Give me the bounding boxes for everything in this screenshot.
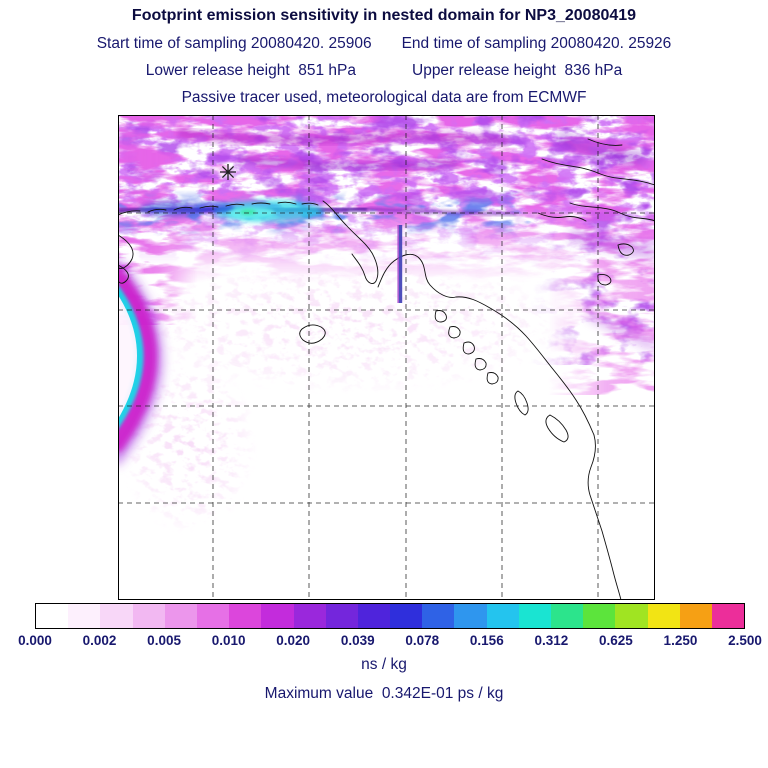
coastline-west-coast [587,434,622,600]
coastline-alaska-mainland [322,200,379,284]
colorbar-segment [615,604,648,628]
colorbar-segment [196,604,230,628]
colorbar-segment [711,604,745,628]
max-value-label: Maximum value 0.342E-01 ps / kg [264,685,504,702]
island-haida-gwaii [514,390,529,416]
tracer-info-text: Passive tracer used, meteorological data… [181,89,587,106]
islands-alexander-archipelago [434,310,499,385]
colorbar-segment [583,604,616,628]
colorbar-segment [551,604,584,628]
release-line-marker [397,225,403,303]
plot-border [118,115,655,600]
colorbar-segment [132,604,165,628]
end-time-text: End time of sampling 20080420. 25926 [401,35,672,52]
west-edge-frontal-arc [118,257,163,467]
colorbar-tick-label: 2.500 [728,633,762,648]
colorbar-tick-label: 0.005 [147,633,181,648]
map-plot [118,115,655,600]
coastline-aleutian-chain [118,201,319,216]
colorbar-tick-label: 1.250 [663,633,698,648]
coastline-kenai-pws [377,253,457,298]
colorbar-tick-label: 0.020 [276,633,311,648]
coastline-gulf-of-alaska [455,296,595,436]
colorbar-tick-label: 0.625 [599,633,633,648]
start-time-text: Start time of sampling 20080420. 25906 [96,35,372,52]
release-height-row: Lower release height 851 hPa Upper relea… [0,62,768,80]
map-svg [118,115,655,600]
colorbar-segment [518,604,551,628]
colorbar [35,603,745,629]
coastline-layer [118,138,655,600]
plume-layer [118,115,655,535]
colorbar-tick-label: 0.156 [469,633,504,648]
island-vancouver [545,414,569,443]
colorbar-segment [390,604,423,628]
colorbar-tick-label: 0.002 [82,633,117,648]
upper-release-height-text: Upper release height 836 hPa [412,62,623,79]
figure-title: Footprint emission sensitivity in nested… [131,7,637,24]
colorbar-segment [261,604,294,628]
colorbar-segment [325,604,358,628]
colorbar-tick-label: 0.039 [340,633,375,648]
colorbar-segment [679,604,712,628]
colorbar-units-label: ns / kg [361,656,407,673]
colorbar-segment [229,604,262,628]
colorbar-segment [36,604,69,628]
island-kodiak [299,324,326,344]
colorbar-segment [68,604,101,628]
colorbar-segment [293,604,326,628]
colorbar-segment [647,604,680,628]
colorbar-segment [422,604,455,628]
lower-release-height-text: Lower release height 851 hPa [145,62,356,79]
colorbar-segment [164,604,197,628]
star-marker [220,164,236,180]
colorbar-segment [357,604,391,628]
colorbar-segment [454,604,487,628]
colorbar-tick-label: 0.010 [211,633,246,648]
colorbar-tick-label: 0.078 [405,633,440,648]
colorbar-tick-labels: 0.000 0.002 0.005 0.010 0.020 0.039 0.078 0.156… [18,633,762,649]
colorbar-tick-label: 0.000 [18,633,52,648]
colorbar-segment [100,604,133,628]
colorbar-tick-label: 0.312 [534,633,569,648]
colorbar-segment [486,604,519,628]
sampling-time-row: Start time of sampling 20080420. 25906 E… [0,35,768,53]
